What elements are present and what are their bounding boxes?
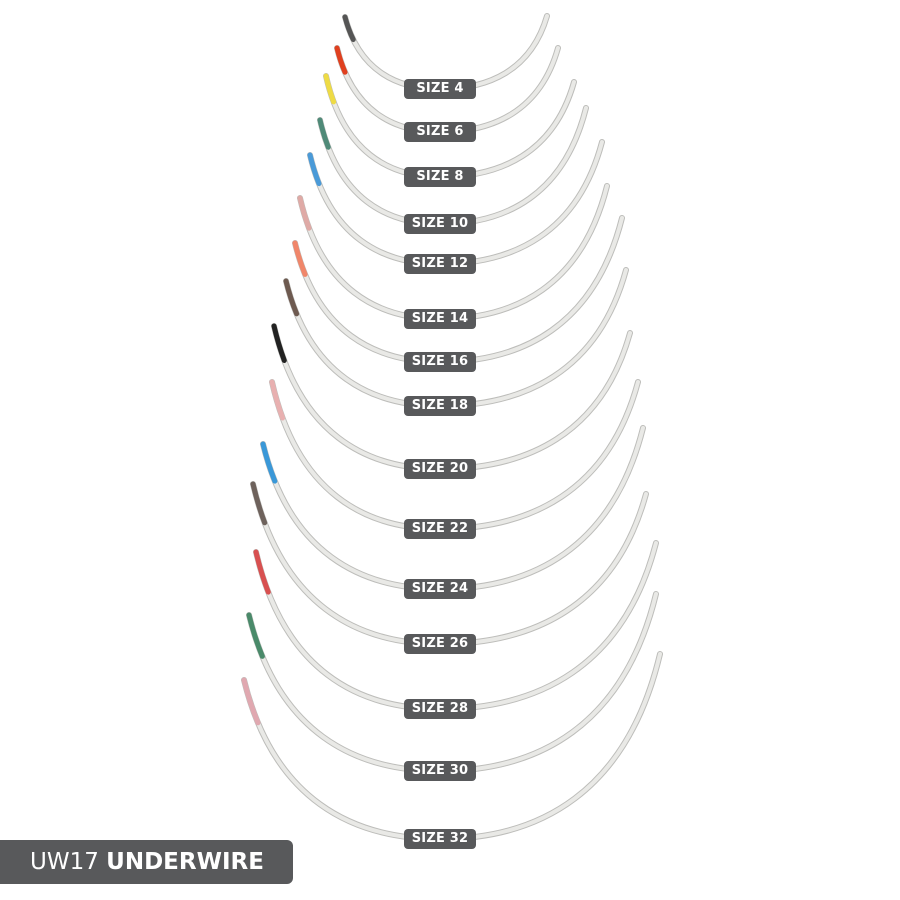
size-label: SIZE 26 <box>404 634 476 654</box>
wire-body <box>284 268 628 409</box>
wire-outline <box>246 591 659 775</box>
wire-color-tip <box>253 540 659 712</box>
wire-outline <box>283 267 629 410</box>
wire-outline <box>292 215 625 366</box>
size-label: SIZE 24 <box>404 579 476 599</box>
size-label: SIZE 14 <box>404 309 476 329</box>
size-label: SIZE 18 <box>404 396 476 416</box>
underwire-size-18 <box>283 267 629 410</box>
wire-body <box>254 541 658 712</box>
size-label: SIZE 10 <box>404 214 476 234</box>
wire-color-tip <box>297 183 610 322</box>
wire-outline <box>260 425 646 593</box>
wire-color-tip <box>292 215 625 365</box>
wire-color-tip <box>283 267 629 409</box>
product-code: UW17 <box>30 849 99 875</box>
underwire-size-14 <box>297 183 610 323</box>
wire-body <box>242 652 662 842</box>
size-label: SIZE 8 <box>404 167 476 187</box>
wire-color-tip <box>246 591 659 774</box>
wire-body <box>298 184 609 322</box>
wire-outline <box>307 139 605 268</box>
size-label: SIZE 12 <box>404 254 476 274</box>
size-label: SIZE 32 <box>404 829 476 849</box>
wire-outline <box>241 651 663 843</box>
wire-color-tip <box>307 139 605 267</box>
underwire-size-30 <box>246 591 659 775</box>
size-label: SIZE 20 <box>404 459 476 479</box>
underwire-size-28 <box>253 540 659 713</box>
size-label: SIZE 28 <box>404 699 476 719</box>
product-name: UNDERWIRE <box>106 849 264 875</box>
size-label: SIZE 16 <box>404 352 476 372</box>
underwire-size-24 <box>260 425 646 593</box>
underwire-size-32 <box>241 651 663 843</box>
wire-body <box>293 216 624 365</box>
underwire-size-12 <box>307 139 605 268</box>
underwire-size-16 <box>292 215 625 366</box>
size-label: SIZE 4 <box>404 79 476 99</box>
wire-body <box>251 482 648 647</box>
wire-body <box>308 140 604 267</box>
wire-body <box>247 592 658 774</box>
underwire-size-26 <box>250 481 649 648</box>
wire-color-tip <box>241 651 663 842</box>
wire-outline <box>253 540 659 713</box>
wire-outline <box>250 481 649 648</box>
wire-body <box>261 426 645 592</box>
size-label: SIZE 6 <box>404 122 476 142</box>
product-title-bar: UW17 UNDERWIRE <box>0 840 293 884</box>
wire-color-tip <box>250 481 649 647</box>
wire-color-tip <box>260 425 646 592</box>
wire-outline <box>297 183 610 323</box>
size-label: SIZE 22 <box>404 519 476 539</box>
size-label: SIZE 30 <box>404 761 476 781</box>
